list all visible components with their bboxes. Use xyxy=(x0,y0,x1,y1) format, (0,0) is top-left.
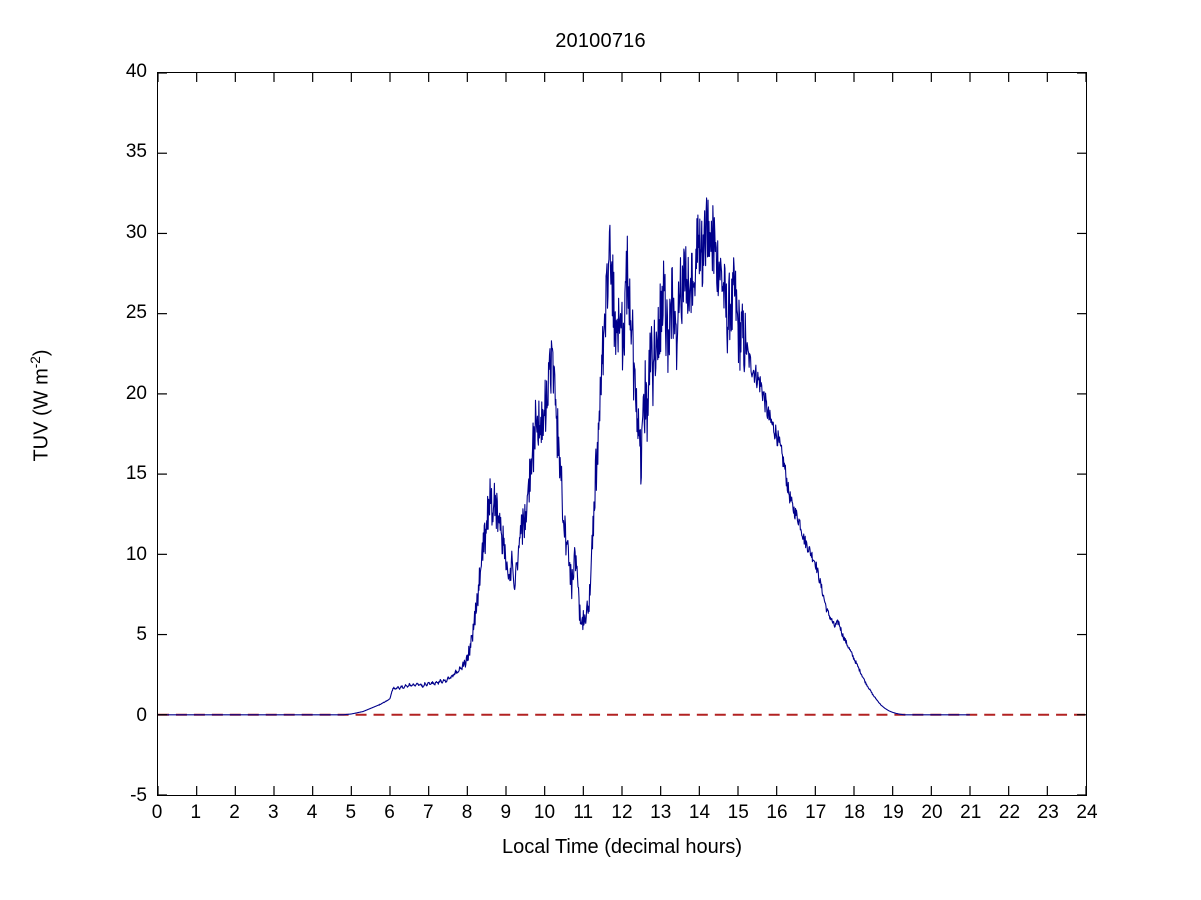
x-tick-label: 15 xyxy=(727,802,749,823)
y-tick-label: 0 xyxy=(136,704,147,726)
y-tick-label: 25 xyxy=(125,302,147,324)
y-tick-label: 35 xyxy=(125,141,147,163)
y-tick-label: 15 xyxy=(125,463,147,485)
x-tick-label: 7 xyxy=(422,802,434,823)
x-tick-label: 21 xyxy=(960,802,982,823)
y-tick-label: 10 xyxy=(125,543,147,565)
plot-axes xyxy=(157,72,1087,796)
x-tick-label: 3 xyxy=(267,802,279,823)
x-tick-label: 16 xyxy=(766,802,788,823)
x-tick-label: 22 xyxy=(998,802,1021,823)
x-tick-label: 17 xyxy=(805,802,827,823)
page-title: 20100716 xyxy=(555,30,646,52)
y-tick-label: 5 xyxy=(136,624,147,646)
x-tick-label: 0 xyxy=(151,802,163,823)
x-tick-label: 12 xyxy=(611,802,633,823)
x-tick-label: 8 xyxy=(461,802,473,823)
y-tick-label: 20 xyxy=(125,382,147,404)
x-tick-label: 10 xyxy=(533,802,556,823)
x-tick-label: 6 xyxy=(384,802,395,823)
x-tick-label: 5 xyxy=(345,802,357,823)
tuv-data-line xyxy=(158,197,971,716)
x-tick-label: 19 xyxy=(882,802,904,823)
x-tick-label: 13 xyxy=(650,802,672,823)
x-tick-label: 9 xyxy=(500,802,512,823)
x-axis-title: Local Time (decimal hours) xyxy=(501,836,743,858)
y-tick-label: 40 xyxy=(125,61,147,82)
x-tick-label: 14 xyxy=(688,802,711,823)
x-tick-label: 2 xyxy=(229,802,240,823)
data-plot-area xyxy=(158,197,1086,716)
x-tick-label: 4 xyxy=(306,802,318,823)
x-tick-label: 11 xyxy=(573,802,594,823)
y-tick-label: -5 xyxy=(130,785,147,806)
x-tick-label: 24 xyxy=(1076,802,1098,823)
x-tick-label: 1 xyxy=(190,802,202,823)
y-axis-title: TUV (W m-2) xyxy=(27,349,53,462)
x-tick-label: 18 xyxy=(843,802,866,823)
y-tick-label: 30 xyxy=(125,221,147,243)
x-tick-label: 20 xyxy=(921,802,943,823)
x-tick-label: 23 xyxy=(1037,802,1059,823)
